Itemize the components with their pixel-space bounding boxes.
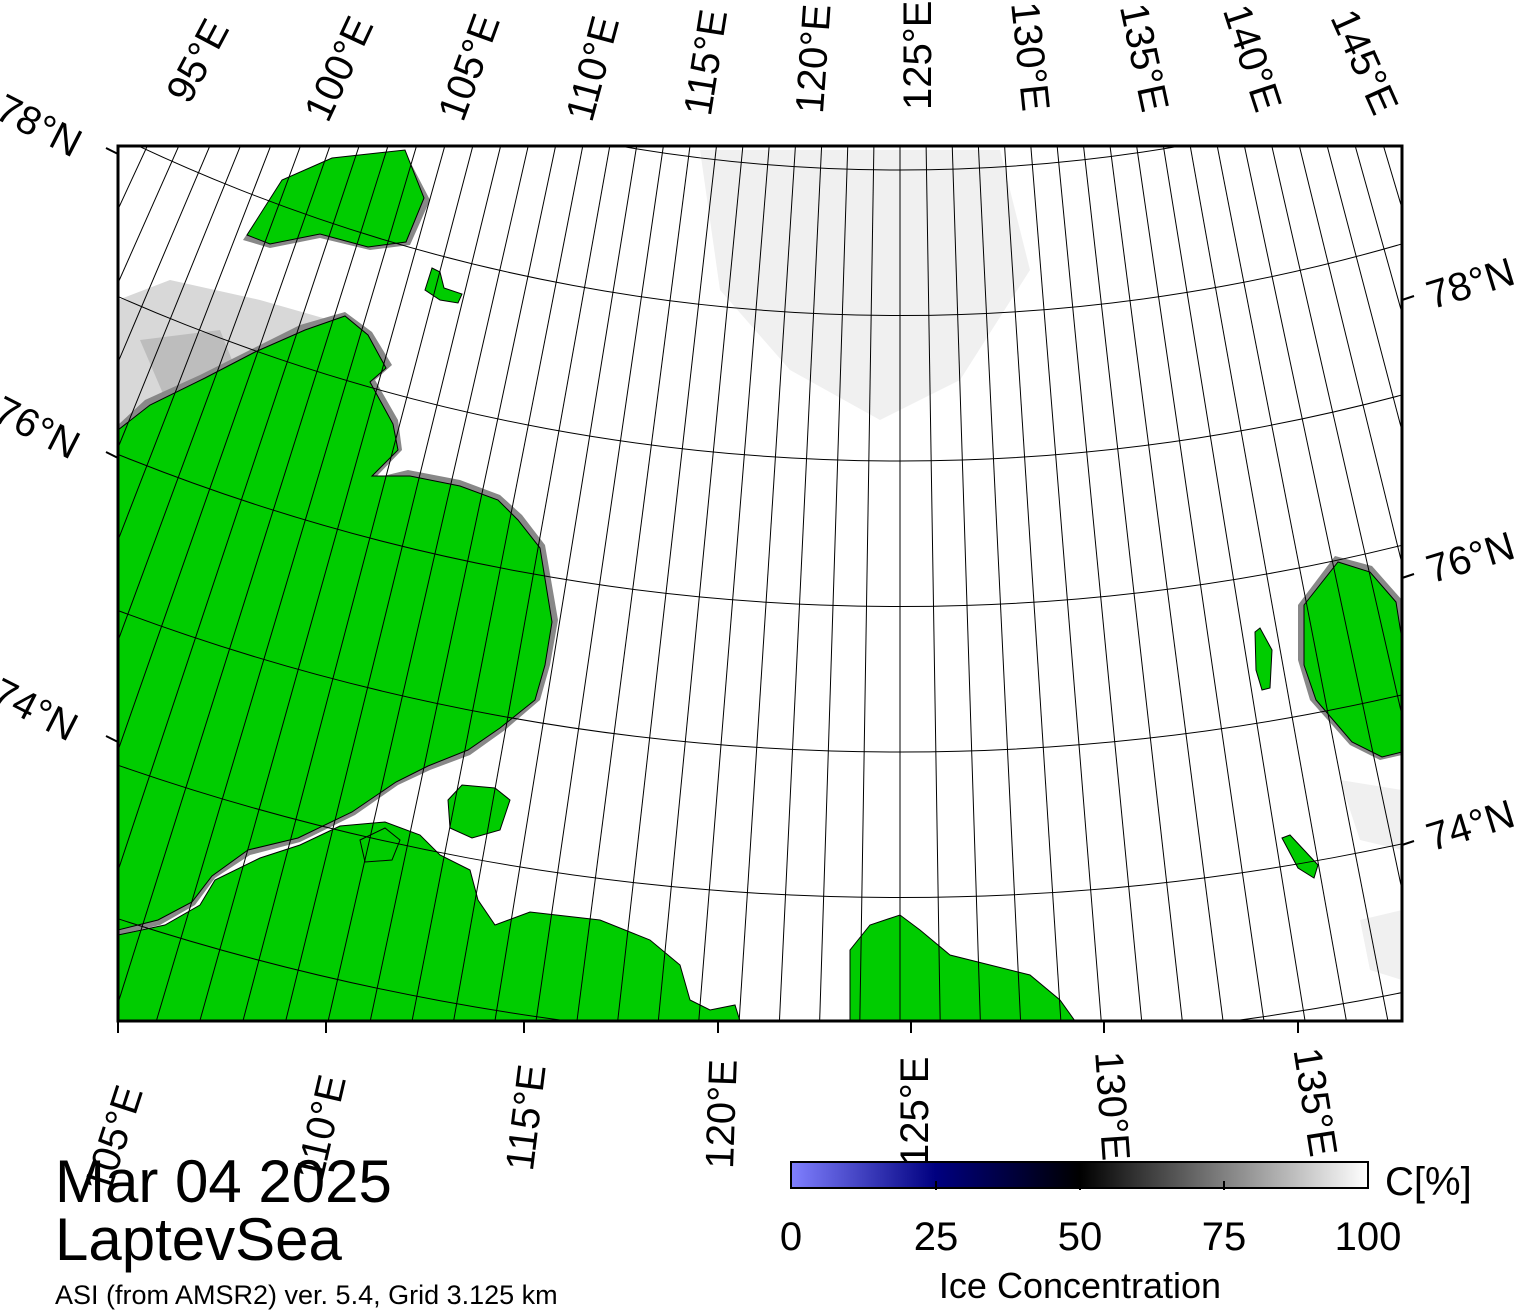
meridian-line [118, 146, 272, 542]
map-date: Mar 04 2025 [55, 1148, 392, 1215]
meridian-line [1056, 146, 1143, 1021]
severnaya-zemlya-island [246, 149, 425, 248]
small-island-east [1254, 627, 1273, 691]
colorbar-tick: 50 [1057, 1215, 1103, 1259]
parallel-line [616, 146, 1184, 171]
land [118, 149, 1402, 1021]
taymyr-peninsula [118, 315, 553, 931]
meridian-line [617, 146, 717, 1021]
meridian-line [1271, 146, 1402, 718]
tick-marks [105, 147, 1415, 1033]
map-frame [116, 144, 1404, 1023]
meridian-line [535, 146, 664, 1021]
bottom-lon-label: 130°E [1086, 1049, 1138, 1163]
meridian-line [1391, 0, 1525, 1009]
bottom-lon-label: 120°E [698, 1058, 746, 1170]
region-name: LaptevSea [55, 1206, 342, 1273]
meridian-line [494, 146, 638, 1021]
colorbar-title: Ice Concentration [938, 1265, 1222, 1306]
meridian-line [118, 146, 331, 753]
meridian-line [1083, 146, 1183, 1021]
meridian-line [778, 146, 823, 1021]
colorbar-tick: 100 [1334, 1215, 1402, 1259]
meridian-line [118, 146, 389, 1005]
meridian-line [819, 146, 849, 1021]
meridian-line [698, 146, 770, 1021]
land-south-west [118, 821, 741, 1021]
meridian-line [411, 146, 584, 1021]
meridian-line [1004, 146, 1062, 1021]
meridian-line [738, 146, 796, 1021]
meridian-line [576, 146, 691, 1021]
meridian-line [199, 146, 446, 1021]
parallel-line [0, 0, 1525, 25]
meridian-line [285, 146, 502, 1021]
colorbar-tick: 0 [779, 1215, 803, 1259]
meridian-line [1243, 146, 1402, 893]
meridian-line [327, 146, 529, 1021]
data-source-info: ASI (from AMSR2) ver. 5.4, Grid 3.125 km [55, 1280, 558, 1310]
meridian-line [1298, 146, 1402, 566]
meridian-line [242, 146, 474, 1021]
meridian-line [118, 146, 241, 450]
meridian-line [1216, 146, 1389, 1021]
meridian-line [1030, 146, 1102, 1021]
bay-island [447, 784, 511, 839]
top-lon-label: 125°E [896, 0, 940, 110]
meridian-line [118, 146, 301, 643]
meridian-line [1109, 146, 1224, 1021]
colorbar-tick: 75 [1201, 1215, 1247, 1259]
meridian-line [1162, 146, 1306, 1021]
graticule [0, 0, 1525, 1021]
small-island-southeast [1281, 834, 1319, 879]
lena-delta-land [849, 914, 1076, 1021]
meridian-line [1189, 146, 1347, 1021]
meridian-line [155, 146, 418, 1021]
colorbar-tick: 25 [913, 1215, 959, 1259]
meridian-line [925, 146, 941, 1021]
colorbar-unit: C[%] [1385, 1160, 1472, 1204]
meridian-line [859, 146, 875, 1021]
meridian-line [977, 146, 1022, 1021]
meridian-line [1136, 146, 1265, 1021]
meridian-line [657, 146, 744, 1021]
meridian-line [369, 146, 557, 1021]
meridian-line [118, 146, 360, 873]
top-lon-label: 130°E [1002, 0, 1058, 114]
meridian-line [453, 146, 611, 1021]
top-lon-label: 120°E [788, 2, 840, 115]
bottom-lon-label: 125°E [893, 1056, 937, 1166]
meridian-line [951, 146, 981, 1021]
colorbar [790, 1161, 1369, 1190]
